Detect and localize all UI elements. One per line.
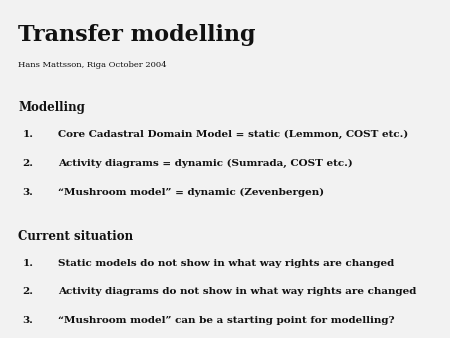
Text: Current situation: Current situation [18,230,133,243]
Text: Modelling: Modelling [18,101,85,114]
Text: 1.: 1. [22,130,33,139]
Text: 1.: 1. [22,259,33,268]
Text: Activity diagrams do not show in what way rights are changed: Activity diagrams do not show in what wa… [58,287,417,296]
Text: “Mushroom model” can be a starting point for modelling?: “Mushroom model” can be a starting point… [58,316,395,325]
Text: 3.: 3. [22,188,33,197]
Text: Transfer modelling: Transfer modelling [18,24,256,46]
Text: Activity diagrams = dynamic (Sumrada, COST etc.): Activity diagrams = dynamic (Sumrada, CO… [58,159,353,168]
Text: 3.: 3. [22,316,33,325]
Text: Static models do not show in what way rights are changed: Static models do not show in what way ri… [58,259,395,268]
Text: Core Cadastral Domain Model = static (Lemmon, COST etc.): Core Cadastral Domain Model = static (Le… [58,130,409,139]
Text: 2.: 2. [22,287,33,296]
Text: Hans Mattsson, Riga October 2004: Hans Mattsson, Riga October 2004 [18,61,166,69]
Text: “Mushroom model” = dynamic (Zevenbergen): “Mushroom model” = dynamic (Zevenbergen) [58,188,324,197]
Text: 2.: 2. [22,159,33,168]
